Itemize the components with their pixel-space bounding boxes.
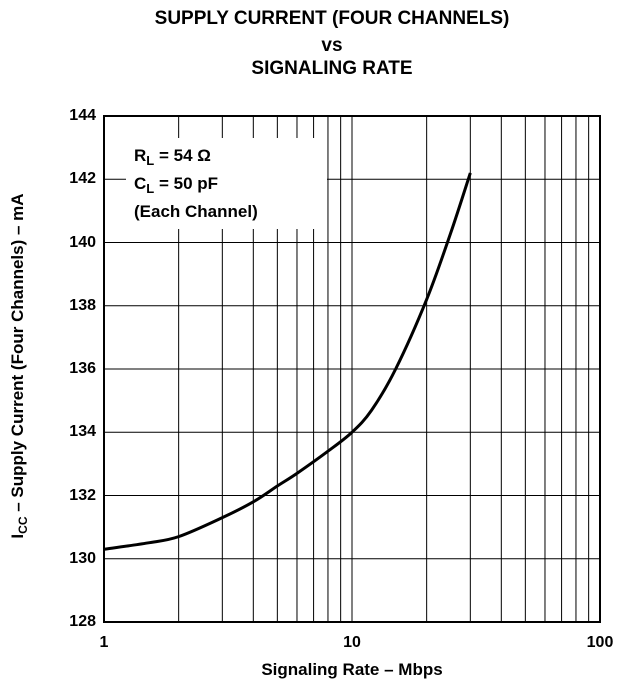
y-tick-label: 134 <box>69 423 96 441</box>
annotation-cl-rest: = 50 pF <box>154 174 219 193</box>
annotation-cl-main: C <box>134 174 147 193</box>
annotation-line-cl: CL = 50 pF <box>134 172 319 200</box>
annotation-rl-main: R <box>134 146 147 165</box>
chart-title-line-3: SIGNALING RATE <box>251 58 413 79</box>
annotation-rl-sub: L <box>146 153 155 168</box>
annotation-cl-sub: L <box>146 181 155 196</box>
series-line-0 <box>103 172 472 551</box>
y-axis-label: ICC – Supply Current (Four Channels) – m… <box>8 193 33 538</box>
y-axis-label-rest: – Supply Current (Four Channels) – mA <box>8 193 27 517</box>
y-tick-label: 128 <box>69 613 96 630</box>
y-axis-label-main: I <box>8 533 27 539</box>
y-tick-label: 144 <box>69 107 96 124</box>
y-tick-label: 140 <box>69 233 96 251</box>
x-axis-label: Signaling Rate – Mbps <box>261 660 443 679</box>
y-tick-label: 132 <box>69 486 96 504</box>
chart-title-line-1: SUPPLY CURRENT (FOUR CHANNELS) <box>154 8 510 29</box>
y-tick-label: 136 <box>69 360 96 377</box>
annotation-each-main: (Each Channel) <box>134 202 258 221</box>
y-tick-label: 142 <box>69 170 96 188</box>
annotation-line-rl: RL = 54 Ω <box>134 144 319 172</box>
annotation-rl-rest: = 54 Ω <box>154 146 211 165</box>
annotation-line-each: (Each Channel) <box>134 200 319 223</box>
x-tick-label: 1 <box>99 634 109 651</box>
y-axis-label-sub: CC <box>16 516 30 534</box>
conditions-annotation: RL = 54 Ω CL = 50 pF (Each Channel) <box>126 138 327 229</box>
y-tick-label: 138 <box>69 296 96 314</box>
x-tick-label: 100 <box>586 634 614 651</box>
chart-title-line-2: vs <box>321 35 343 56</box>
plot-frame <box>103 115 601 623</box>
y-tick-label: 130 <box>69 549 96 567</box>
x-tick-label: 10 <box>343 634 361 651</box>
